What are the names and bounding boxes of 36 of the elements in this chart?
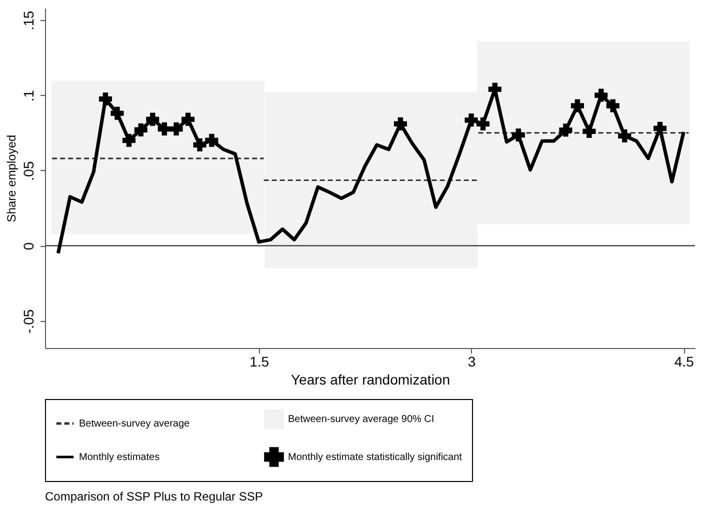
point bbox=[559, 124, 572, 137]
point bbox=[134, 123, 148, 136]
point bbox=[582, 124, 596, 138]
legend-label: Monthly estimates bbox=[79, 452, 160, 463]
point bbox=[476, 117, 490, 130]
point bbox=[205, 134, 218, 147]
x-tick-label: 4.5 bbox=[674, 354, 694, 370]
point bbox=[606, 99, 620, 112]
point bbox=[512, 128, 525, 142]
legend-label: Between-survey average bbox=[79, 418, 190, 430]
x-tick-label: 3 bbox=[468, 354, 476, 370]
point bbox=[570, 99, 584, 112]
point bbox=[618, 129, 632, 142]
x-tick-label: 1.5 bbox=[250, 354, 270, 370]
point bbox=[594, 88, 608, 102]
point bbox=[170, 122, 183, 136]
y-tick-label: .1 bbox=[20, 90, 36, 102]
point bbox=[146, 112, 160, 126]
point bbox=[98, 92, 112, 106]
point bbox=[122, 134, 136, 147]
point bbox=[654, 122, 667, 135]
point bbox=[182, 112, 195, 126]
x-axis-title: Years after randomization bbox=[290, 372, 450, 388]
point bbox=[193, 138, 206, 152]
text: Comparison of SSP Plus to Regular SSP bbox=[45, 490, 263, 504]
y-tick-label: 0 bbox=[20, 242, 36, 250]
y-tick-label: .15 bbox=[20, 10, 36, 30]
point bbox=[464, 114, 478, 127]
y-tick-label: .05 bbox=[20, 161, 36, 181]
legend-label: Between-survey average 90% CI bbox=[288, 414, 434, 426]
point bbox=[110, 106, 124, 120]
y-axis-title: Share employed bbox=[4, 134, 18, 222]
y-tick-label: -.05 bbox=[20, 309, 36, 334]
point bbox=[158, 122, 171, 136]
legend-label: Monthly estimate statistically significant bbox=[288, 452, 462, 463]
point bbox=[394, 117, 407, 130]
